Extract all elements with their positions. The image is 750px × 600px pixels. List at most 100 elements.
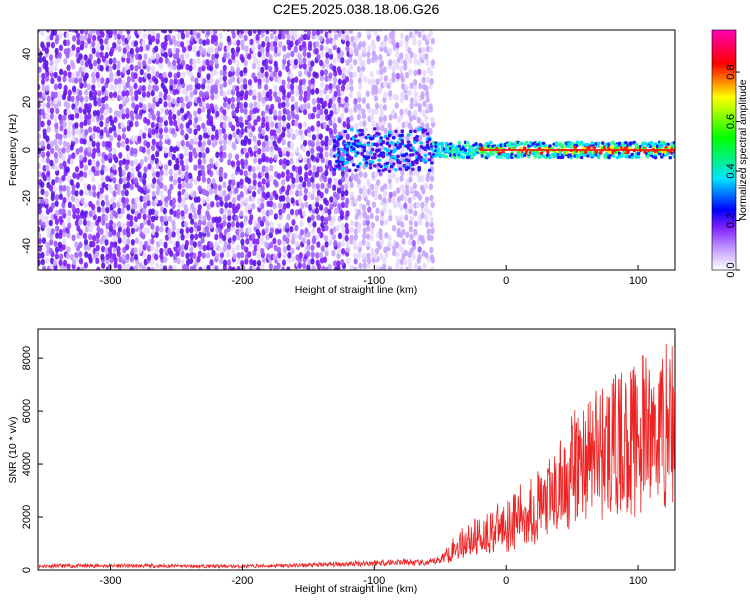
spectrogram-cell — [272, 129, 277, 136]
spectrogram-cell — [219, 207, 224, 215]
spectrogram-cell — [171, 202, 176, 210]
spectrogram-cell — [53, 240, 58, 248]
spectrogram-cell — [113, 30, 118, 36]
spectrogram-cell — [243, 34, 248, 42]
spectrogram-cell — [357, 96, 362, 103]
spectrogram-cell — [171, 128, 176, 135]
spectrogram-cell — [413, 97, 418, 105]
spectrogram-cell — [138, 247, 143, 254]
spectrogram-cell — [171, 35, 176, 42]
spectrogram-cell — [162, 71, 167, 79]
spectrogram-cell — [413, 129, 417, 133]
spectrogram-cell — [344, 75, 350, 83]
spectrogram-cell — [101, 234, 106, 242]
spectrogram-cell — [319, 44, 324, 52]
spectrogram-cell — [188, 257, 194, 265]
spectrogram-cell — [118, 152, 123, 159]
spectrogram-cell — [282, 162, 287, 170]
spectrogram-cell — [117, 197, 123, 205]
spectrogram-cell — [367, 206, 372, 213]
spectrogram-cell — [400, 139, 405, 143]
spectrogram-cell — [308, 65, 313, 72]
spectrogram-cell — [162, 30, 168, 34]
spectrogram-cell — [660, 144, 664, 149]
spectrogram-cell — [290, 50, 295, 58]
spectrogram-cell — [378, 233, 383, 241]
spectrogram-cell — [62, 75, 67, 83]
spectrogram-cell — [143, 124, 149, 132]
spectrogram-cell — [91, 115, 96, 123]
y-tick-label: 8000 — [21, 346, 33, 370]
spectrogram-cell — [315, 259, 320, 267]
spectrogram-cell — [344, 171, 349, 179]
spectrogram-cell — [341, 33, 346, 41]
x-tick-label: 0 — [503, 275, 509, 287]
spectrogram-cell — [201, 176, 206, 183]
spectrogram-cell — [222, 81, 228, 88]
spectrogram-cell — [80, 265, 85, 270]
spectrogram-cell — [324, 108, 329, 116]
spectrogram-cell — [636, 155, 641, 159]
spectrogram-cell — [44, 257, 50, 264]
spectrogram-cell — [204, 90, 210, 98]
spectrogram-cell — [376, 68, 381, 76]
spectrogram-cell — [327, 208, 332, 216]
spectrogram-cell — [370, 136, 375, 141]
spectrogram-cell — [162, 114, 167, 122]
spectrogram-cell — [40, 258, 45, 266]
spectrogram-cell — [337, 96, 342, 103]
spectrogram-cell — [67, 209, 72, 217]
spectrogram-cell — [302, 41, 307, 48]
spectrogram-cell — [76, 266, 81, 270]
spectrogram-cell — [230, 30, 236, 35]
spectrogram-cell — [139, 195, 144, 203]
spectrogram-cell — [261, 89, 267, 97]
spectrogram-cell — [78, 77, 83, 84]
spectrogram-cell — [147, 102, 152, 110]
spectrogram-cell — [236, 66, 241, 74]
snr-frame — [37, 328, 676, 571]
spectrogram-cell — [226, 232, 231, 239]
spectrogram-cell — [360, 129, 364, 133]
spectrogram-cell — [419, 184, 425, 192]
spectrogram-cell — [424, 182, 429, 190]
spectrogram-cell — [369, 113, 375, 121]
spectrogram-cell — [223, 133, 228, 140]
spectrogram-cell — [234, 214, 239, 222]
spectrogram-cell — [62, 238, 67, 245]
spectrogram-cell — [120, 121, 125, 129]
spectrogram-cell — [316, 120, 321, 128]
spectrogram-cell — [179, 228, 184, 235]
spectrogram-cell — [198, 134, 203, 142]
spectrogram-cell — [125, 96, 130, 103]
spectrogram-cell — [373, 156, 377, 160]
spectrogram-cell — [368, 166, 373, 170]
spectrogram-cell — [138, 202, 143, 210]
spectrogram-cell — [391, 72, 396, 79]
spectrogram-cell — [130, 147, 135, 154]
spectrogram-cell — [104, 194, 109, 201]
spectrogram-cell — [371, 201, 377, 209]
spectrogram-cell — [213, 69, 218, 76]
spectrogram-cell — [167, 101, 173, 108]
spectrogram-cell — [185, 252, 190, 260]
spectrogram-cell — [83, 238, 89, 246]
spectrogram-cell — [356, 151, 360, 155]
spectrogram-cell — [418, 82, 423, 90]
spectrogram-cell — [112, 163, 117, 171]
spectrogram-cell — [320, 139, 325, 147]
spectrogram-cell — [52, 259, 58, 267]
spectrogram-cell — [586, 154, 590, 158]
spectrogram-cell — [285, 150, 291, 158]
spectrogram-cell — [408, 115, 414, 122]
spectrogram-cell — [408, 129, 413, 134]
spectrogram-cell — [303, 30, 308, 33]
y-tick-label: -40 — [21, 238, 33, 254]
spectrogram-cell — [107, 263, 112, 270]
spectrogram-cell — [365, 90, 370, 98]
spectrogram-cell — [41, 156, 46, 163]
spectrogram-cell — [489, 140, 493, 145]
spectrogram-cell — [214, 39, 219, 47]
spectrogram-cell — [206, 183, 211, 191]
spectrogram-cell — [261, 146, 266, 153]
